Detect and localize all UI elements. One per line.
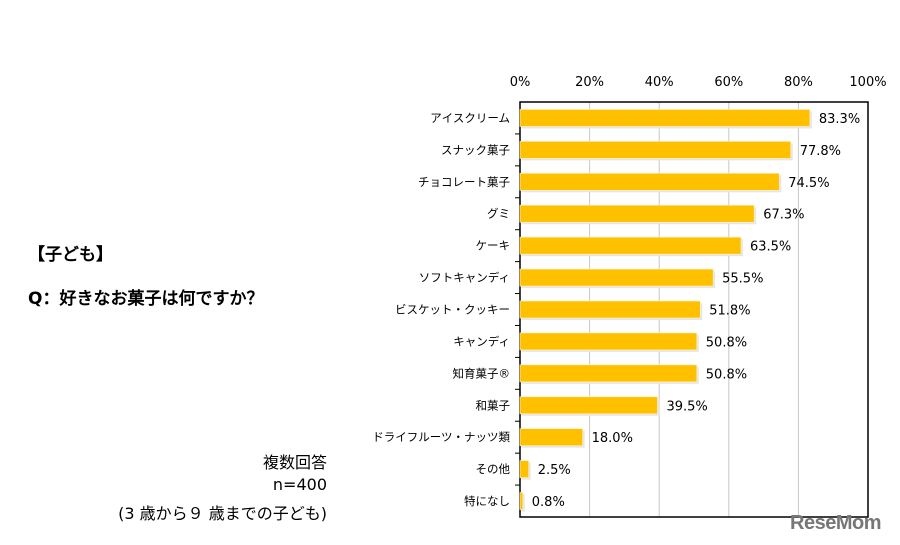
category-label: キャンディ: [453, 334, 510, 348]
data-label: 55.5%: [722, 272, 763, 287]
category-label: ケーキ: [476, 239, 511, 253]
category-label: 和菓子: [476, 398, 511, 412]
category-label: アイスクリーム: [430, 111, 510, 125]
bar: [519, 332, 698, 351]
data-label: 50.8%: [706, 335, 747, 350]
data-label: 2.5%: [538, 463, 571, 478]
category-label: 知育菓子®: [453, 366, 511, 380]
category-label: ビスケット・クッキー: [395, 303, 510, 317]
x-tick-label: 80%: [784, 75, 813, 90]
category-label: グミ: [487, 207, 510, 221]
note-age-range: (3 歳から９ 歳までの子ども): [118, 504, 327, 523]
data-label: 74.5%: [788, 176, 829, 191]
bar: [519, 460, 529, 478]
bar: [519, 300, 701, 319]
bar: [519, 109, 811, 127]
bar: [519, 141, 792, 159]
data-label: 51.8%: [709, 304, 750, 319]
data-label: 83.3%: [819, 112, 860, 127]
data-label: 18.0%: [592, 431, 633, 446]
category-label: 特になし: [464, 494, 510, 508]
x-tick-label: 40%: [645, 75, 674, 90]
heading: 【子ども】: [28, 245, 113, 265]
data-label: 50.8%: [706, 367, 747, 382]
category-label: ドライフルーツ・ナッツ類: [372, 430, 510, 444]
watermark-logo: ReseMom: [790, 512, 881, 534]
category-label: スナック菓子: [441, 143, 510, 157]
note-multiple-answer: 複数回答: [262, 453, 327, 472]
note-sample-size: n=400: [272, 475, 327, 494]
bar-shadow: [522, 494, 525, 512]
data-label: 0.8%: [532, 495, 565, 510]
bar: [519, 268, 714, 287]
category-label: その他: [476, 462, 511, 476]
data-label: 39.5%: [666, 399, 707, 414]
x-tick-label: 20%: [575, 75, 604, 90]
bar: [519, 236, 742, 255]
bar: [519, 492, 524, 510]
x-tick-label: 0%: [510, 75, 531, 90]
data-label: 77.8%: [800, 144, 841, 159]
bar: [519, 204, 755, 223]
data-label: 63.5%: [750, 240, 791, 255]
x-tick-label: 100%: [849, 75, 886, 90]
bar: [519, 428, 583, 446]
bar: [519, 396, 658, 415]
bar: [519, 364, 698, 383]
question: Q：好きなお菓子は何ですか？: [28, 289, 264, 309]
category-label: ソフトキャンディ: [419, 271, 510, 285]
category-label: チョコレート菓子: [418, 175, 510, 189]
x-tick-label: 60%: [714, 75, 743, 90]
bar: [519, 173, 780, 191]
data-label: 67.3%: [763, 208, 804, 223]
